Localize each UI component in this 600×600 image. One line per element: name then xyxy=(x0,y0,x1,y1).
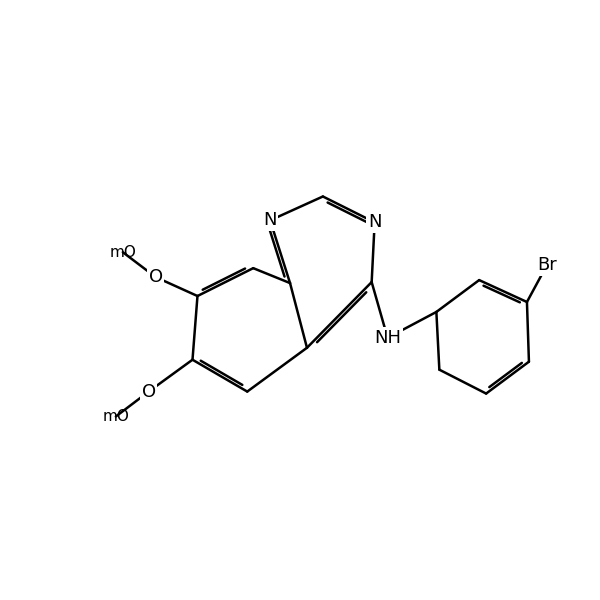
Text: O: O xyxy=(142,383,156,401)
Text: O: O xyxy=(149,268,163,286)
Text: N: N xyxy=(368,214,382,232)
Text: mO: mO xyxy=(109,245,136,260)
Text: NH: NH xyxy=(374,329,401,347)
Text: N: N xyxy=(263,211,277,229)
Text: Br: Br xyxy=(537,256,557,274)
Text: mO: mO xyxy=(103,409,129,424)
